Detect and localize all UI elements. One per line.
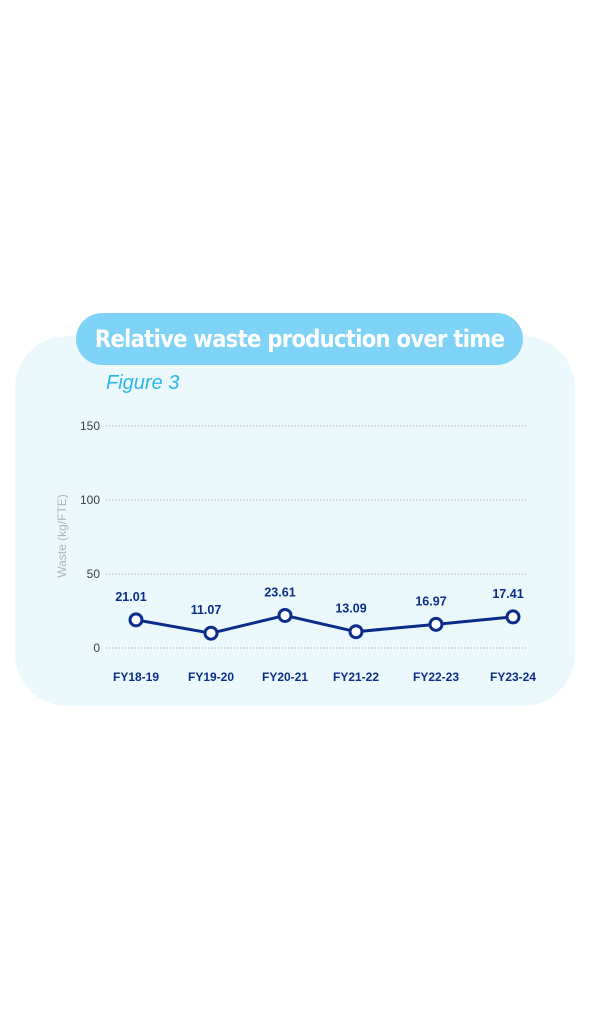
data-labels: 21.01 11.07 23.61 13.09 16.97 17.41	[115, 585, 523, 617]
x-category-label: FY19-20	[188, 670, 234, 684]
x-axis-categories: FY18-19 FY19-20 FY20-21 FY21-22 FY22-23 FY23-…	[113, 670, 536, 684]
x-category-label: FY20-21	[262, 670, 308, 684]
data-label: 17.41	[492, 587, 523, 601]
gridlines	[106, 425, 527, 649]
y-axis-ticks: 0 50 100 150	[80, 419, 100, 655]
y-tick-label: 150	[80, 419, 100, 433]
x-category-label: FY21-22	[333, 670, 379, 684]
figure-label: Figure 3	[106, 372, 180, 394]
data-label: 23.61	[264, 585, 295, 599]
y-tick-label: 100	[80, 493, 100, 507]
y-tick-label: 50	[87, 567, 101, 581]
data-point	[203, 625, 219, 641]
data-label: 21.01	[115, 590, 146, 604]
data-label: 16.97	[415, 594, 446, 608]
series-line-group	[135, 613, 514, 635]
y-tick-label: 0	[93, 641, 100, 655]
data-point	[277, 607, 293, 623]
data-label: 13.09	[335, 602, 366, 616]
series-line	[135, 613, 514, 635]
title-banner: Relative waste production over time	[76, 313, 523, 365]
data-point	[348, 624, 364, 640]
x-category-label: FY23-24	[490, 670, 536, 684]
data-point	[505, 609, 521, 625]
x-category-label: FY18-19	[113, 670, 159, 684]
data-point	[128, 612, 144, 628]
y-axis-label: Waste (kg/FTE)	[55, 494, 69, 578]
chart-card	[15, 336, 575, 706]
data-points	[128, 607, 521, 641]
data-label: 11.07	[191, 603, 222, 617]
chart-title: Relative waste production over time	[94, 325, 505, 353]
data-point	[428, 616, 444, 632]
x-category-label: FY22-23	[413, 670, 459, 684]
